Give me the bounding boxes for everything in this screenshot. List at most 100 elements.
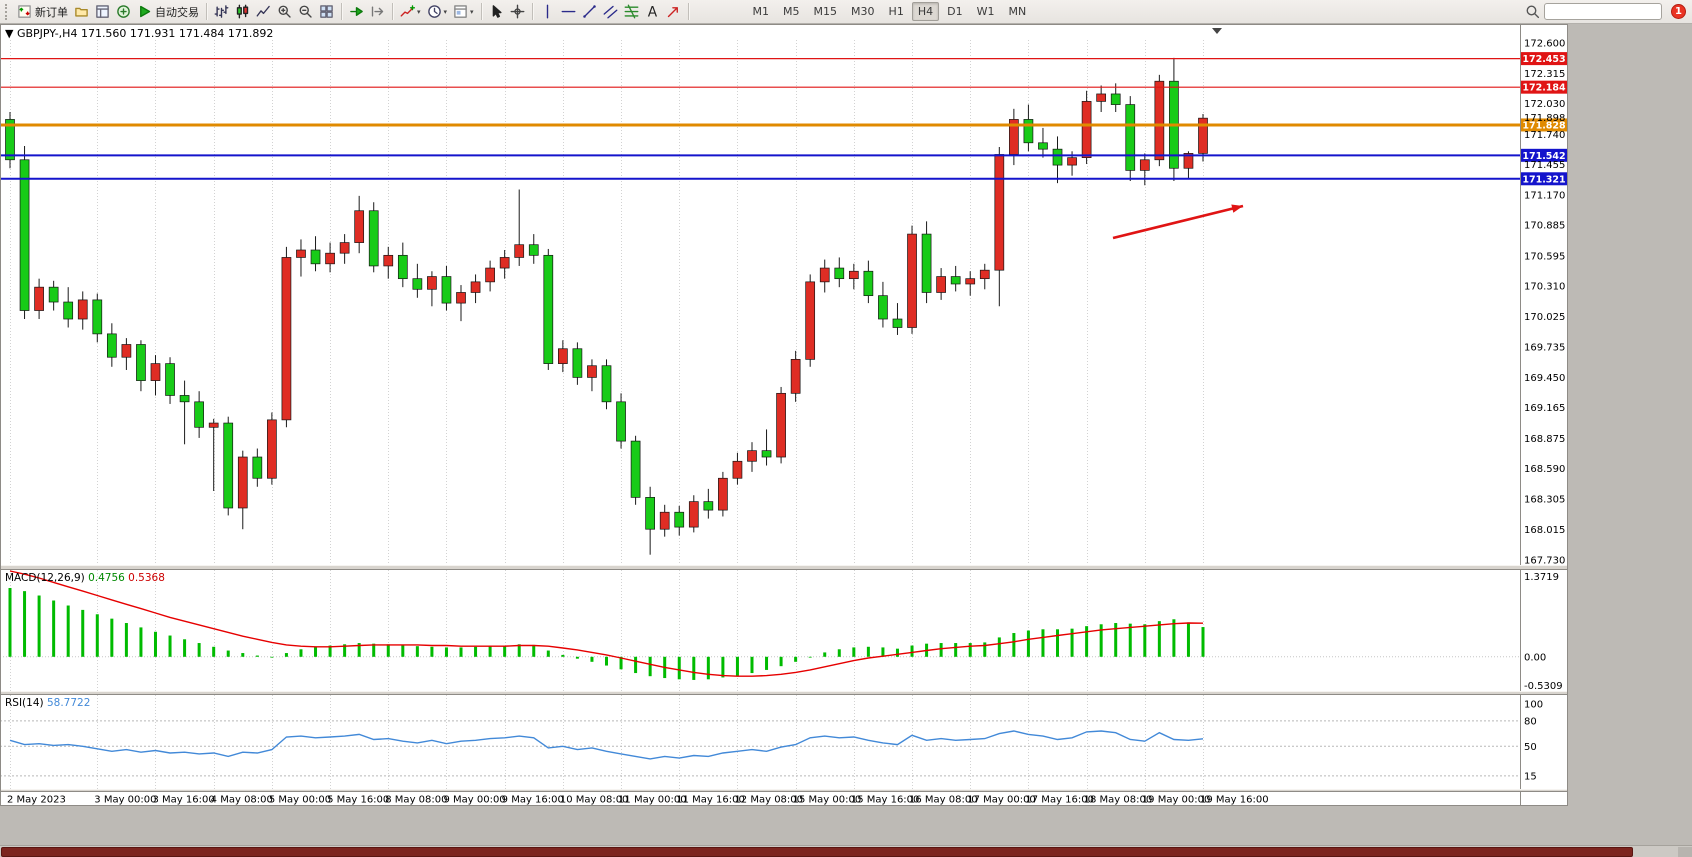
svg-text:A: A	[647, 5, 657, 20]
timeframe-m1-button[interactable]: M1	[752, 5, 770, 18]
svg-text:167.730: 167.730	[1524, 556, 1565, 567]
svg-text:100: 100	[1524, 700, 1543, 711]
candlestick-chart-button[interactable]	[232, 2, 253, 22]
svg-text:2 May 2023: 2 May 2023	[7, 795, 66, 806]
macd-label: MACD(12,26,9) 0.4756 0.5368	[5, 572, 165, 584]
auto-trading-button-label: 自动交易	[155, 5, 199, 19]
profiles-button[interactable]	[71, 2, 92, 22]
rsi-label: RSI(14) 58.7722	[5, 697, 90, 709]
cursor-icon	[489, 4, 504, 19]
profiles-icon	[74, 4, 89, 19]
notification-badge[interactable]: 1	[1671, 4, 1686, 19]
timeframe-m15-button[interactable]: M15	[813, 5, 838, 18]
shift-icon	[370, 4, 385, 19]
data-window-button[interactable]	[92, 2, 113, 22]
trend-arrow[interactable]	[1112, 204, 1244, 240]
svg-text:171.455: 171.455	[1524, 160, 1565, 171]
toolbar-separator	[392, 3, 393, 20]
auto-scroll-button[interactable]	[346, 2, 367, 22]
svg-text:10 May 08:00: 10 May 08:00	[560, 795, 629, 806]
chart-shift-button[interactable]	[367, 2, 388, 22]
trendline-button[interactable]	[579, 2, 600, 22]
svg-text:171.740: 171.740	[1524, 130, 1565, 141]
candlesticks	[5, 57, 1208, 555]
svg-text:17 May 00:00: 17 May 00:00	[967, 795, 1036, 806]
bars-icon	[214, 4, 229, 19]
text-button[interactable]: A	[642, 2, 663, 22]
svg-text:168.875: 168.875	[1524, 434, 1565, 445]
chart-window[interactable]: 172.453172.184171.828171.542171.321172.6…	[0, 24, 1568, 806]
auto-trading-button[interactable]: 自动交易	[134, 2, 202, 22]
svg-text:169.450: 169.450	[1524, 373, 1565, 384]
arrows-icon	[666, 4, 681, 19]
svg-text:80: 80	[1524, 716, 1537, 727]
workspace-background	[1568, 24, 1692, 857]
chart-shift-marker[interactable]	[1212, 28, 1222, 34]
zoom-out-button[interactable]	[295, 2, 316, 22]
line-chart-button[interactable]	[253, 2, 274, 22]
templates-icon	[453, 4, 468, 19]
timeframe-mn-button[interactable]: MN	[1008, 5, 1027, 18]
channel-button[interactable]	[600, 2, 621, 22]
hline-171.542[interactable]: 171.542	[0, 148, 1567, 162]
crosshair-button[interactable]	[507, 2, 528, 22]
search-icon[interactable]	[1525, 4, 1540, 19]
macd-signal-line	[9, 570, 1204, 677]
horizontal-scrollbar[interactable]	[0, 845, 1692, 857]
timeframe-h4-button[interactable]: H4	[911, 2, 940, 21]
toolbar-grip	[5, 3, 9, 20]
timeframe-h1-button[interactable]: H1	[888, 5, 904, 18]
horizontal-line-button[interactable]	[558, 2, 579, 22]
hline-icon	[561, 4, 576, 19]
bar-chart-button[interactable]	[211, 2, 232, 22]
timeframe-d1-button[interactable]: D1	[947, 5, 963, 18]
data-window-icon	[95, 4, 110, 19]
svg-text:5 May 16:00: 5 May 16:00	[327, 795, 389, 806]
cursor-button[interactable]	[486, 2, 507, 22]
hline-171.828[interactable]: 171.828	[0, 118, 1567, 132]
new-order-button[interactable]: 新订单	[14, 2, 71, 22]
svg-text:168.590: 168.590	[1524, 464, 1565, 475]
zoom-in-button[interactable]	[274, 2, 295, 22]
fibonacci-button[interactable]	[621, 2, 642, 22]
svg-text:168.015: 168.015	[1524, 525, 1565, 536]
vertical-line-button[interactable]	[537, 2, 558, 22]
svg-text:169.735: 169.735	[1524, 343, 1565, 354]
vline-icon	[540, 4, 555, 19]
new-order-icon	[17, 4, 32, 19]
arrows-button[interactable]	[663, 2, 684, 22]
candles-icon	[235, 4, 250, 19]
templates-button[interactable]: ▾	[450, 2, 477, 22]
linechart-icon	[256, 4, 271, 19]
hline-172.184[interactable]: 172.184	[0, 80, 1567, 94]
current-price-label: 171.898	[1524, 113, 1565, 124]
tiles-icon	[319, 4, 334, 19]
search-input[interactable]	[1544, 3, 1662, 20]
dropdown-arrow-icon: ▾	[470, 7, 474, 16]
zoom-out-icon	[298, 4, 313, 19]
hline-171.321[interactable]: 171.321	[0, 172, 1567, 186]
toolbar: 新订单 自动交易 ▾ ▾ ▾ A M1 M5 M15 M30 H1 H4 D1 W1 MN 1	[0, 0, 1692, 24]
svg-text:-0.5309: -0.5309	[1524, 681, 1563, 692]
resize-grip	[1678, 847, 1692, 857]
timeframe-m5-button[interactable]: M5	[783, 5, 800, 18]
svg-text:11 May 16:00: 11 May 16:00	[676, 795, 745, 806]
svg-text:170.885: 170.885	[1524, 221, 1565, 232]
tline-icon	[582, 4, 597, 19]
periods-button[interactable]: ▾	[424, 2, 451, 22]
toolbar-separator	[480, 3, 482, 20]
tile-windows-button[interactable]	[316, 2, 337, 22]
timeframe-w1-button[interactable]: W1	[976, 5, 995, 18]
hline-172.453[interactable]: 172.453	[0, 52, 1567, 66]
indicators-button[interactable]: ▾	[397, 2, 424, 22]
timeframe-m30-button[interactable]: M30	[851, 5, 875, 18]
expert-advisors-button[interactable]	[113, 2, 134, 22]
text-icon: A	[645, 4, 660, 20]
svg-text:171.321: 171.321	[1522, 174, 1565, 185]
scrollbar-thumb[interactable]	[1, 847, 1633, 857]
svg-text:16 May 08:00: 16 May 08:00	[909, 795, 978, 806]
svg-text:3 May 00:00: 3 May 00:00	[94, 795, 156, 806]
zoom-in-icon	[277, 4, 292, 19]
dropdown-arrow-icon: ▾	[443, 7, 448, 16]
toolbar-separator	[206, 3, 207, 20]
